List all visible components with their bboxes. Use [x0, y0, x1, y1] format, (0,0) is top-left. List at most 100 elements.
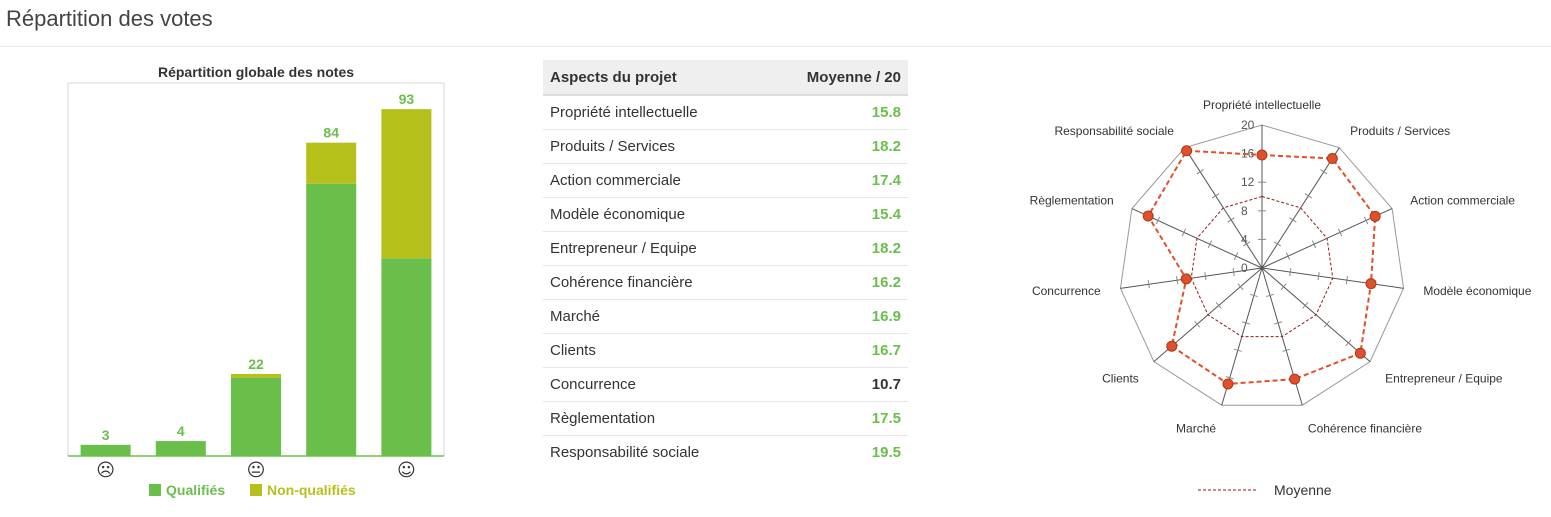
aspect-label: Marché: [543, 299, 763, 334]
data-point: [1354, 347, 1366, 359]
radar-tick: [1363, 216, 1369, 225]
radar-tick: [1233, 252, 1239, 260]
aspects-table: Aspects du projet Moyenne / 20 Propriété…: [543, 60, 908, 469]
x-tick-label: ☺: [397, 460, 416, 481]
legend-swatch: [149, 484, 161, 496]
data-label: 3: [102, 427, 110, 443]
radar-axis-label: Règlementation: [1030, 193, 1114, 207]
radar-tick: [1266, 293, 1275, 298]
radar-tick: [1225, 376, 1234, 380]
radar-axis-label: Concurrence: [1032, 284, 1101, 298]
radar-tick: [1274, 321, 1283, 325]
table-row: Clients 16.7: [543, 333, 908, 368]
data-point: [1180, 273, 1192, 285]
data-point: [1289, 373, 1301, 385]
aspect-label: Action commerciale: [543, 163, 763, 198]
bar-non-qualifies: [381, 109, 432, 259]
radar-tick: [1227, 217, 1235, 223]
radar-tick: [1323, 320, 1330, 328]
radar-tick: [1337, 228, 1343, 237]
table-row: Marché 16.9: [543, 299, 908, 334]
table-row: Responsabilité sociale 19.5: [543, 436, 908, 470]
table-row: Produits / Services 18.2: [543, 129, 908, 164]
aspect-score: 17.4: [762, 163, 908, 198]
aspect-score: 10.7: [762, 367, 908, 402]
data-point: [1222, 378, 1234, 390]
radar-tick: [1181, 228, 1187, 237]
data-point: [1369, 210, 1381, 222]
radar-axis-label: Action commerciale: [1410, 193, 1515, 207]
aspect-score: 15.8: [762, 95, 908, 130]
series-scores: [1147, 149, 1377, 385]
aspect-label: Responsabilité sociale: [550, 444, 700, 461]
data-point: [1142, 210, 1154, 222]
bar-qualifies: [231, 377, 281, 456]
radar-axis-label: Propriété intellectuelle: [1203, 98, 1321, 112]
data-label: 93: [399, 91, 415, 107]
aspect-label: Entrepreneur / Equipe: [543, 231, 763, 266]
table-row: Modèle économique 15.4: [543, 197, 908, 232]
chart-title: Répartition globale des notes: [158, 64, 354, 80]
radar-tick: [1204, 272, 1207, 281]
radar-tick: [1304, 193, 1313, 199]
radar-tick: [1147, 280, 1150, 289]
data-point: [1365, 278, 1377, 290]
radar-axis-label: Entrepreneur / Equipe: [1385, 372, 1503, 386]
aspect-score: 19.5: [871, 444, 901, 461]
data-point: [1166, 340, 1178, 352]
radar-tick: [1345, 276, 1348, 285]
bar-qualifies: [306, 183, 357, 456]
table-row: Entrepreneur / Equipe 18.2: [543, 231, 908, 266]
data-point: [1256, 149, 1268, 161]
radar-axis-label: Cohérence financière: [1308, 421, 1422, 435]
radar-tick: [1211, 193, 1220, 199]
radar-tick: [1155, 216, 1161, 225]
aspect-label: Règlementation: [543, 401, 763, 436]
radar-tick: [1280, 283, 1287, 291]
radar-tick: [1233, 348, 1242, 352]
data-label: 4: [177, 423, 185, 439]
bar-qualifies: [381, 258, 432, 456]
x-tick-label: ☹: [96, 460, 115, 481]
bar-non-qualifies: [231, 373, 281, 378]
table-row: Action commerciale 17.4: [543, 163, 908, 198]
page-title: Répartition des votes: [6, 6, 213, 31]
radial-tick-label: 0: [1241, 261, 1248, 275]
aspect-score: 16.9: [762, 299, 908, 334]
table-row: Règlementation 17.5: [543, 401, 908, 436]
radar-tick: [1289, 217, 1297, 223]
legend-label: Non-qualifiés: [267, 482, 356, 498]
radar-tick: [1302, 302, 1309, 309]
title-divider: [0, 46, 1551, 47]
bar-qualifies: [80, 444, 131, 456]
aspect-score: 15.4: [762, 197, 908, 232]
column-header-aspect: Aspects du projet: [543, 60, 763, 96]
data-point: [1326, 153, 1338, 165]
radar-tick: [1320, 169, 1328, 175]
aspect-label: Produits / Services: [543, 129, 763, 164]
data-point: [1181, 145, 1193, 157]
radar-tick: [1282, 348, 1291, 352]
aspect-label: Cohérence financière: [543, 265, 763, 300]
aspect-score: 18.2: [762, 129, 908, 164]
radar-tick: [1232, 268, 1235, 277]
radar-tick: [1237, 283, 1244, 291]
radar-tick: [1241, 321, 1250, 325]
aspect-score: 17.5: [762, 401, 908, 436]
radar-tick: [1317, 272, 1320, 281]
radar-tick: [1176, 276, 1179, 285]
radar-tick: [1289, 268, 1292, 277]
bar-qualifies: [155, 441, 206, 456]
radar-tick: [1215, 302, 1222, 309]
aspect-label: Clients: [543, 333, 763, 368]
radar-outer-frame: [1119, 124, 1405, 406]
radar-tick: [1242, 241, 1251, 247]
radar-tick: [1285, 252, 1291, 260]
aspect-score: 16.7: [762, 333, 908, 368]
legend-label: Qualifiés: [166, 482, 225, 498]
radar-tick: [1196, 169, 1204, 175]
legend-label: Moyenne: [1274, 482, 1332, 498]
bar-chart: Répartition globale des notes 3 ☹ 4 22 😐 84 93 ☺…: [67, 64, 445, 498]
table-header-row: Aspects du projet Moyenne / 20: [543, 60, 908, 96]
